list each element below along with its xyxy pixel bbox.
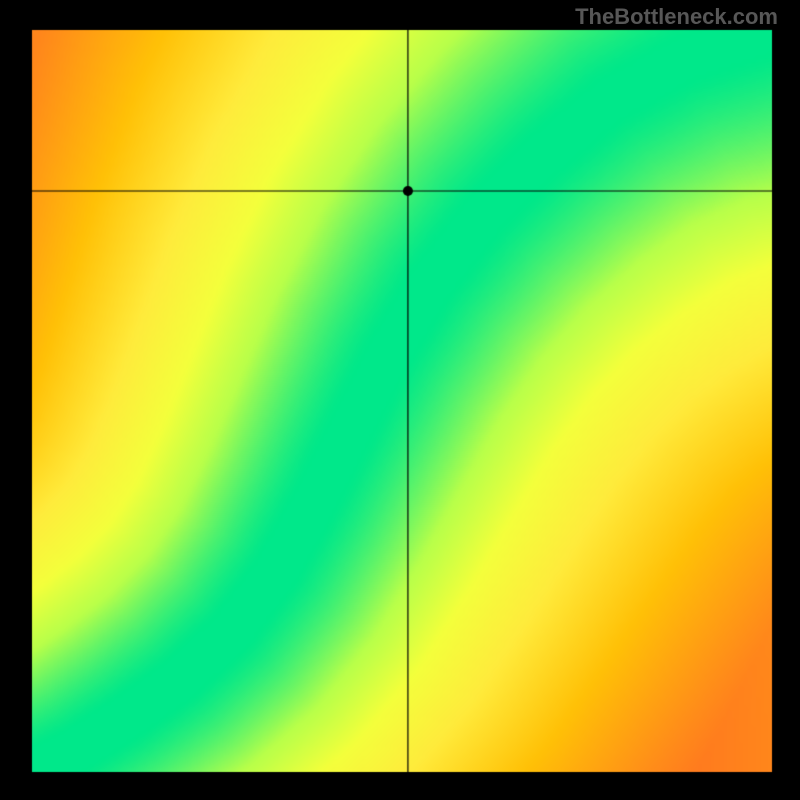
heatmap-canvas [0, 0, 800, 800]
watermark-text: TheBottleneck.com [575, 4, 778, 30]
